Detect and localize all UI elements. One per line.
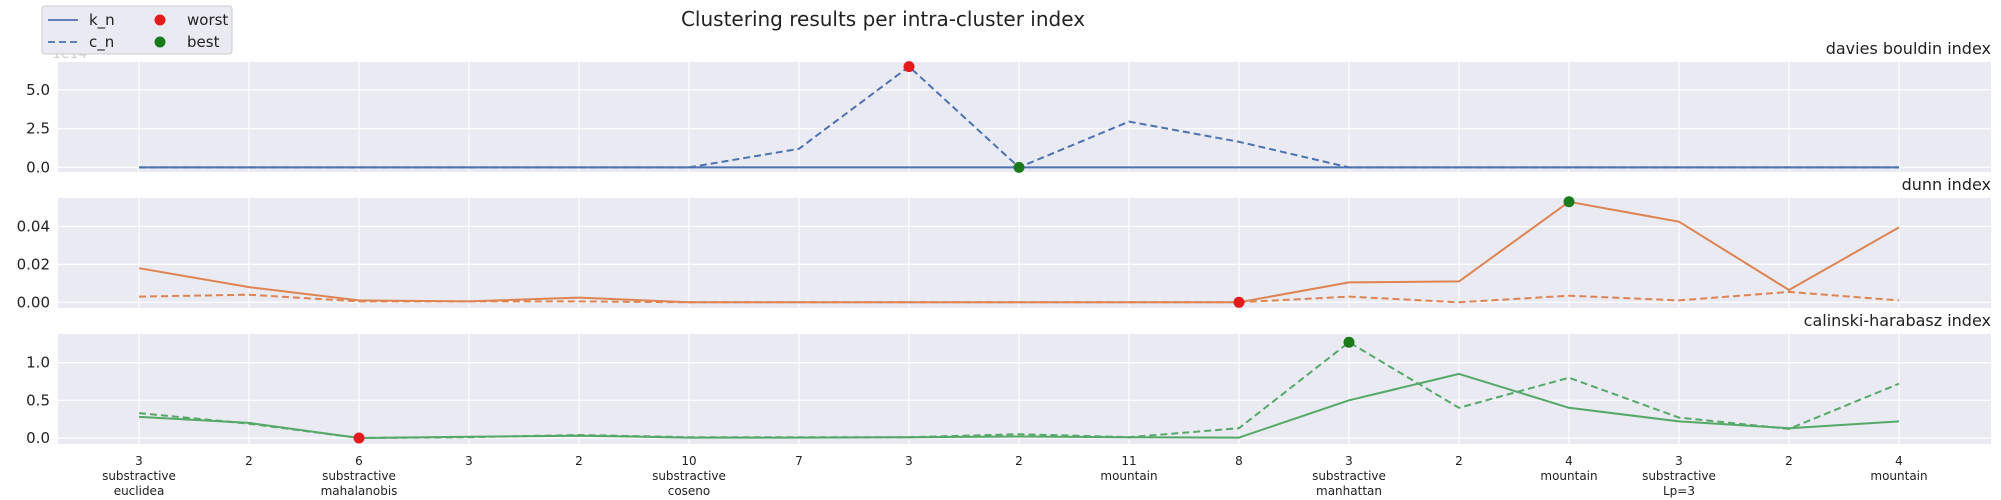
panel-background (58, 334, 1991, 444)
y-tick-label: 0.0 (26, 429, 50, 447)
y-tick-label: 0.0 (26, 158, 50, 176)
legend: k_n c_n worst best (41, 5, 233, 55)
worst-point (903, 61, 915, 73)
x-tick-label: 4 mountain (1540, 454, 1597, 483)
x-tick-label: 2 (245, 454, 253, 468)
y-tick-label: 0.5 (26, 391, 50, 409)
x-tick-label: 7 (795, 454, 803, 468)
y-tick-label: 2.5 (26, 120, 50, 138)
y-tick-label: 5.0 (26, 81, 50, 99)
x-tick-label: 8 (1235, 454, 1243, 468)
x-tick-label: 2 (1015, 454, 1023, 468)
worst-point (1233, 296, 1245, 308)
legend-label-best: best (187, 33, 220, 51)
panel-background (58, 62, 1991, 172)
x-tick-label: 4 mountain (1870, 454, 1927, 483)
x-tick-label: 3 substractive euclidea (102, 454, 176, 498)
x-tick-label: 3 substractive manhattan (1312, 454, 1386, 498)
chart-title: Clustering results per intra-cluster ind… (681, 7, 1085, 31)
x-tick-label: 3 (465, 454, 473, 468)
x-tick-label: 2 (1455, 454, 1463, 468)
legend-frame (41, 5, 233, 55)
legend-worst-dot (154, 14, 166, 26)
y-tick-label: 1.0 (26, 354, 50, 372)
x-tick-label: 10 substractive coseno (652, 454, 726, 498)
x-tick-label: 3 (905, 454, 913, 468)
y-tick-label: 0.00 (17, 293, 50, 311)
panel-subtitle: calinski-harabasz index (1804, 311, 1991, 330)
series-line-k-n (138, 372, 1900, 439)
best-point (1563, 196, 1575, 208)
panel-3: 0.0 0.5 1.0 calinski-harabasz index (26, 311, 1991, 447)
legend-label-worst: worst (187, 11, 228, 29)
legend-label-k-n: k_n (89, 11, 115, 30)
panel-background (58, 198, 1991, 308)
x-tick-label: 6 substractive mahalanobis (321, 454, 398, 498)
best-point (1013, 161, 1025, 173)
x-tick-label: 3 substractive Lp=3 (1642, 454, 1716, 498)
panel-subtitle: dunn index (1902, 175, 1991, 194)
worst-point (353, 432, 365, 444)
series-line-c-n (138, 290, 1900, 304)
panel-subtitle: davies bouldin index (1826, 39, 1991, 58)
x-tick-label: 11 mountain (1100, 454, 1157, 483)
best-point (1343, 336, 1355, 348)
x-tick-label: 2 (1785, 454, 1793, 468)
y-tick-label: 0.02 (17, 255, 50, 273)
legend-label-c-n: c_n (89, 33, 114, 52)
legend-best-dot (154, 36, 166, 48)
x-tick-label: 2 (575, 454, 583, 468)
panel-2: 0.00 0.02 0.04 dunn index (17, 175, 1991, 311)
y-tick-label: 0.04 (17, 217, 50, 235)
series-line-c-n (138, 341, 1900, 439)
